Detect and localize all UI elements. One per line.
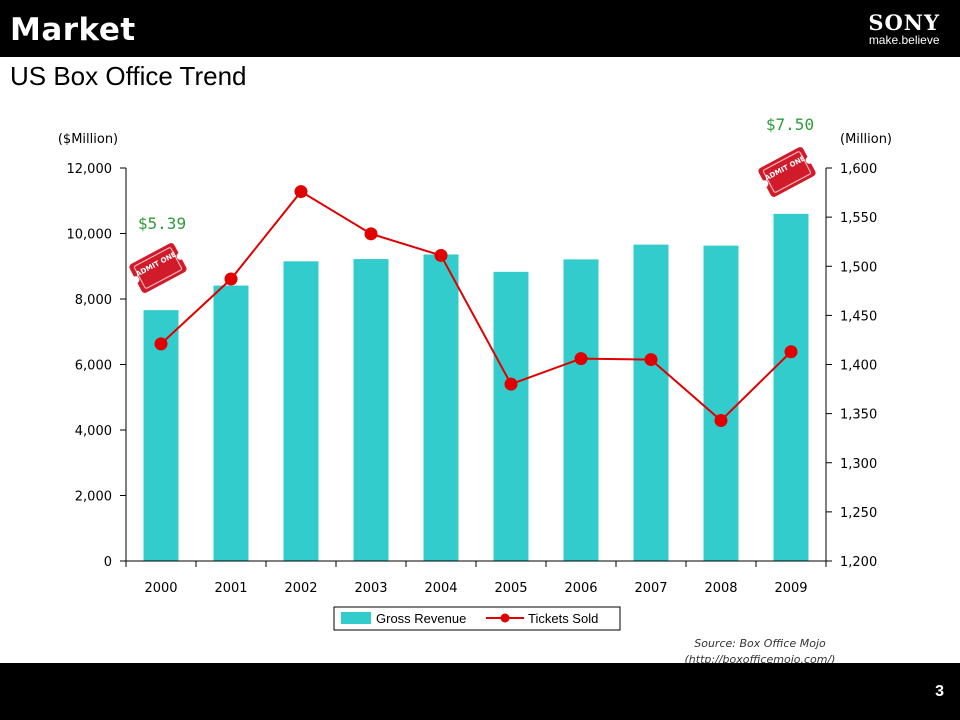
x-axis-tick-label: 2000 xyxy=(144,581,177,596)
tickets-sold-point xyxy=(224,272,238,286)
x-axis-tick-label: 2004 xyxy=(424,581,457,596)
page-number: 3 xyxy=(935,683,944,700)
tickets-sold-line xyxy=(154,185,798,428)
left-axis-tick-label: 2,000 xyxy=(75,490,112,505)
x-axis-tick-label: 2006 xyxy=(564,581,597,596)
x-axis-tick-label: 2005 xyxy=(494,581,527,596)
source-line: Source: Box Office Mojo xyxy=(694,637,826,650)
tickets-sold-series-line xyxy=(160,190,792,422)
left-axis-tick-label: 10,000 xyxy=(67,228,113,243)
ticket-price-2000-label: $5.39 xyxy=(138,214,186,233)
left-axis-tick-label: 4,000 xyxy=(75,424,112,439)
chart-axes: 0 2,000 4,000 6,000 8,000 10,000 12,000 1,200 1,… xyxy=(67,162,878,596)
source-note: Source: Box Office Mojo (http://boxoffic… xyxy=(630,636,890,668)
gross-revenue-bar xyxy=(213,285,249,561)
tickets-sold-point xyxy=(434,248,448,262)
sony-logo: SONY make.believe xyxy=(868,10,940,47)
left-axis-tick-label: 12,000 xyxy=(67,162,113,177)
left-axis-tick-label: 0 xyxy=(104,555,112,570)
left-axis-tick-label: 8,000 xyxy=(75,293,112,308)
left-axis-unit-label: ($Million) xyxy=(58,132,118,147)
gross-revenue-bar xyxy=(423,254,459,561)
x-axis-tick-label: 2008 xyxy=(704,581,737,596)
tickets-sold-point xyxy=(574,352,588,366)
right-axis-tick-label: 1,200 xyxy=(840,555,877,570)
footer-bar: 3 xyxy=(0,663,960,720)
gross-revenue-bar xyxy=(773,213,809,561)
x-axis-tick-label: 2007 xyxy=(634,581,667,596)
ticket-price-2009-label: $7.50 xyxy=(766,115,814,134)
header-bar: Market SONY make.believe xyxy=(0,0,960,57)
right-axis-tick-label: 1,350 xyxy=(840,408,877,423)
tickets-sold-point xyxy=(364,227,378,241)
x-axis-tick-label: 2009 xyxy=(774,581,807,596)
logo-wordmark: SONY xyxy=(868,10,940,35)
gross-revenue-bar xyxy=(353,259,389,561)
ticket-icon: ADMIT ONE xyxy=(753,143,821,201)
right-axis-tick-label: 1,400 xyxy=(840,359,877,374)
legend-gross-revenue: Gross Revenue xyxy=(376,611,466,626)
section-title: Market xyxy=(10,12,136,48)
gross-revenue-bar xyxy=(493,271,529,561)
logo-tagline: make.believe xyxy=(868,33,940,47)
tickets-sold-point xyxy=(784,345,798,359)
tickets-sold-point xyxy=(154,337,168,351)
tickets-sold-point xyxy=(644,353,658,367)
right-axis-tick-label: 1,600 xyxy=(840,162,877,177)
gross-revenue-bar xyxy=(563,259,599,561)
ticket-icon: ADMIT ONE xyxy=(124,239,192,297)
right-axis-unit-label: (Million) xyxy=(840,132,892,147)
right-axis-tick-label: 1,550 xyxy=(840,211,877,226)
left-axis-tick-label: 6,000 xyxy=(75,359,112,374)
source-url: (http://boxofficemojo.com/) xyxy=(684,653,836,666)
x-axis-tick-label: 2003 xyxy=(354,581,387,596)
x-axis-tick-label: 2001 xyxy=(214,581,247,596)
gross-revenue-bar xyxy=(703,245,739,561)
legend-line-marker xyxy=(500,613,510,623)
right-axis-tick-label: 1,300 xyxy=(840,457,877,472)
right-axis-tick-label: 1,450 xyxy=(840,309,877,324)
tickets-sold-point xyxy=(714,414,728,428)
gross-revenue-bars xyxy=(143,213,809,561)
legend-bar-swatch xyxy=(341,612,371,624)
chart-legend: Gross Revenue Tickets Sold xyxy=(333,606,621,631)
x-axis-tick-label: 2002 xyxy=(284,581,317,596)
tickets-sold-point xyxy=(504,377,518,391)
legend-tickets-sold: Tickets Sold xyxy=(528,611,598,626)
right-axis-tick-label: 1,250 xyxy=(840,506,877,521)
tickets-sold-point xyxy=(294,185,308,199)
gross-revenue-bar xyxy=(633,244,669,561)
gross-revenue-bar xyxy=(283,261,319,561)
gross-revenue-bar xyxy=(143,310,179,561)
slide-title: US Box Office Trend xyxy=(10,61,247,91)
right-axis-tick-label: 1,500 xyxy=(840,260,877,275)
box-office-chart: 0 2,000 4,000 6,000 8,000 10,000 12,000 1,200 1,… xyxy=(58,115,892,631)
